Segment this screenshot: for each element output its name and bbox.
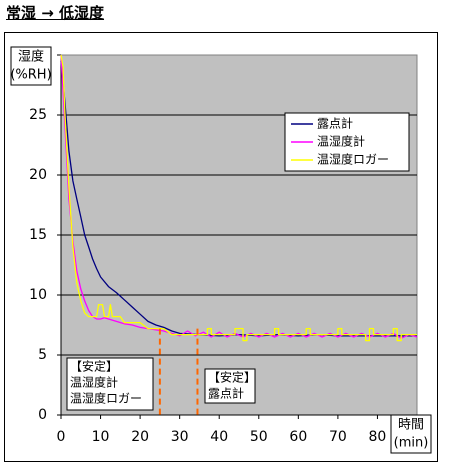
x-tick-label: 10 [92,429,110,445]
y-axis-label-box [10,46,52,86]
line-chart: 05101520253001020304050607080湿度(%RH)時間(m… [10,46,432,454]
x-tick-label: 20 [131,429,149,445]
page-title: 常湿 → 低湿度 [6,4,105,22]
x-tick-label: 60 [289,429,307,445]
chart-frame: 05101520253001020304050607080湿度(%RH)時間(m… [4,32,438,462]
x-axis-label-box [390,414,432,454]
y-tick-label: 20 [29,167,47,183]
series-line-2 [60,54,417,342]
annotation-text: 温湿度ロガー [70,391,142,406]
x-axis-label: (min) [394,436,429,451]
y-tick-label: 5 [38,347,47,363]
annotation-box [204,368,256,404]
legend-label: 温湿度計 [317,134,365,149]
annotation-text: 温湿度計 [70,375,118,390]
y-axis-label: (%RH) [10,68,51,83]
x-tick-label: 70 [329,429,347,445]
annotation-text: 露点計 [208,386,244,401]
y-tick-label: 0 [38,407,47,423]
y-tick-label: 25 [29,107,47,123]
x-tick-label: 0 [57,429,66,445]
x-tick-label: 30 [171,429,189,445]
x-axis-label: 時間 [398,418,424,433]
y-tick-label: 10 [29,287,47,303]
annotation-text: 【安定】 [70,359,118,374]
x-tick-label: 80 [369,429,387,445]
annotation-box [66,357,154,411]
x-tick-label: 40 [210,429,228,445]
legend-label: 露点計 [317,116,353,131]
legend-label: 温湿度ロガー [317,152,389,167]
annotation-text: 【安定】 [208,370,256,385]
y-tick-label: 15 [29,227,47,243]
x-tick-label: 50 [250,429,268,445]
y-axis-label: 湿度 [18,49,44,65]
